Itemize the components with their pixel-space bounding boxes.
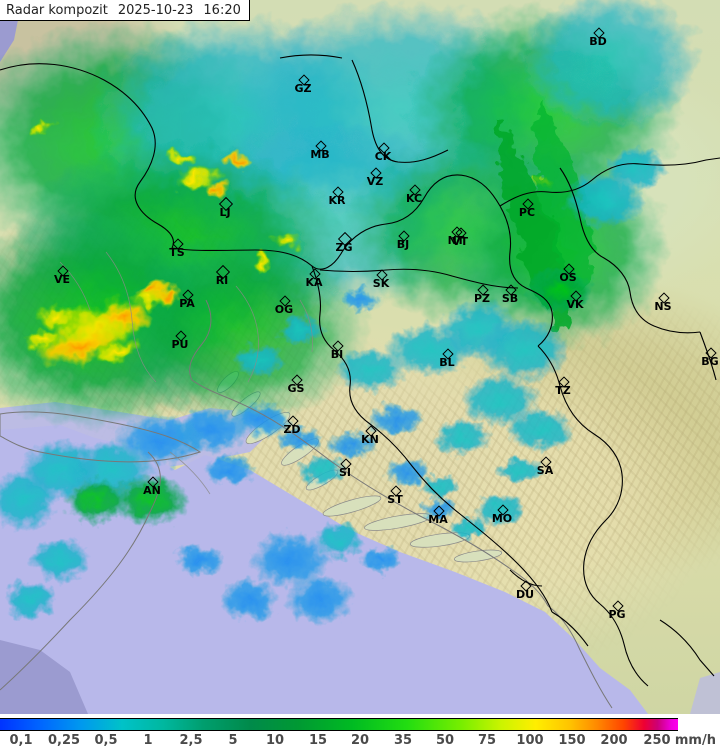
city-label: ZG — [335, 241, 353, 254]
city-label: NT — [447, 234, 465, 247]
legend-color-bar — [0, 718, 678, 731]
legend-tick-250: 250 — [643, 733, 671, 748]
map-time-label: 16:20 — [203, 2, 241, 18]
legend-tick-75: 75 — [477, 733, 497, 748]
legend-tick-2_5: 2,5 — [179, 733, 203, 748]
precipitation-legend: 0,1 0,25 0,5 1 2,5 5 10 15 20 35 50 75 100 150 200 250 … — [0, 714, 720, 751]
city-label: PG — [608, 608, 626, 621]
radar-map[interactable]: BD GZ MB CK VZ KR KC PC LJ NT ZG TS BJ VT KA RI SK OS VE PA… — [0, 0, 720, 714]
city-label: ZD — [283, 423, 301, 436]
legend-tick-50: 50 — [435, 733, 455, 748]
city-label: PA — [179, 297, 195, 310]
internal-boundary-layer — [59, 251, 313, 495]
city-label: MO — [491, 512, 513, 525]
legend-tick-100: 100 — [516, 733, 544, 748]
city-label: OG — [274, 303, 294, 316]
country-border-layer — [0, 54, 720, 687]
city-label: VZ — [366, 175, 384, 188]
city-label: BI — [330, 348, 344, 361]
city-label: KA — [305, 276, 323, 289]
city-label: BD — [589, 35, 607, 48]
legend-unit-label: mm/h — [674, 733, 716, 748]
city-label: RI — [215, 274, 229, 287]
city-label: VT — [451, 235, 469, 248]
city-label: AN — [143, 484, 161, 497]
city-label: KC — [405, 192, 423, 205]
city-label: OS — [559, 271, 577, 284]
city-label: SK — [372, 277, 390, 290]
city-label: ST — [387, 493, 403, 506]
map-title-bar: Radar kompozit 2025-10-23 16:20 — [0, 0, 250, 21]
city-label: MB — [310, 148, 330, 161]
legend-tick-0_25: 0,25 — [47, 733, 81, 748]
city-label: TS — [169, 246, 185, 259]
city-label: SI — [338, 466, 352, 479]
legend-tick-15: 15 — [308, 733, 328, 748]
city-label: LJ — [219, 206, 231, 219]
city-label: BJ — [396, 238, 410, 251]
city-label: KR — [328, 194, 346, 207]
legend-tick-0_5: 0,5 — [94, 733, 118, 748]
city-label: MA — [428, 513, 448, 526]
map-title-label: Radar kompozit — [6, 2, 108, 18]
legend-tick-labels: 0,1 0,25 0,5 1 2,5 5 10 15 20 35 50 75 100 150 200 250 — [0, 733, 720, 751]
city-label: SA — [536, 464, 554, 477]
city-label: NS — [654, 300, 672, 313]
legend-tick-150: 150 — [558, 733, 586, 748]
map-layers — [0, 0, 720, 714]
city-label: TZ — [555, 384, 571, 397]
legend-tick-200: 200 — [600, 733, 628, 748]
city-label: CK — [374, 150, 392, 163]
city-label: KN — [361, 433, 379, 446]
city-label: VE — [53, 273, 71, 286]
city-label: PC — [518, 206, 536, 219]
legend-tick-5: 5 — [228, 733, 238, 748]
city-label: DU — [515, 588, 535, 601]
legend-tick-35: 35 — [393, 733, 413, 748]
city-label: SB — [501, 292, 519, 305]
radar-echo-cells — [0, 146, 666, 624]
city-label: GS — [287, 382, 305, 395]
legend-tick-20: 20 — [350, 733, 370, 748]
legend-tick-0_1: 0,1 — [9, 733, 33, 748]
legend-tick-1: 1 — [143, 733, 153, 748]
city-label: PZ — [473, 292, 491, 305]
city-label: GZ — [294, 82, 312, 95]
legend-tick-10: 10 — [265, 733, 285, 748]
city-label: VK — [566, 298, 584, 311]
city-label: BG — [701, 355, 719, 368]
city-label: BL — [439, 356, 455, 369]
city-label: PU — [171, 338, 189, 351]
map-date-label: 2025-10-23 — [117, 2, 194, 18]
